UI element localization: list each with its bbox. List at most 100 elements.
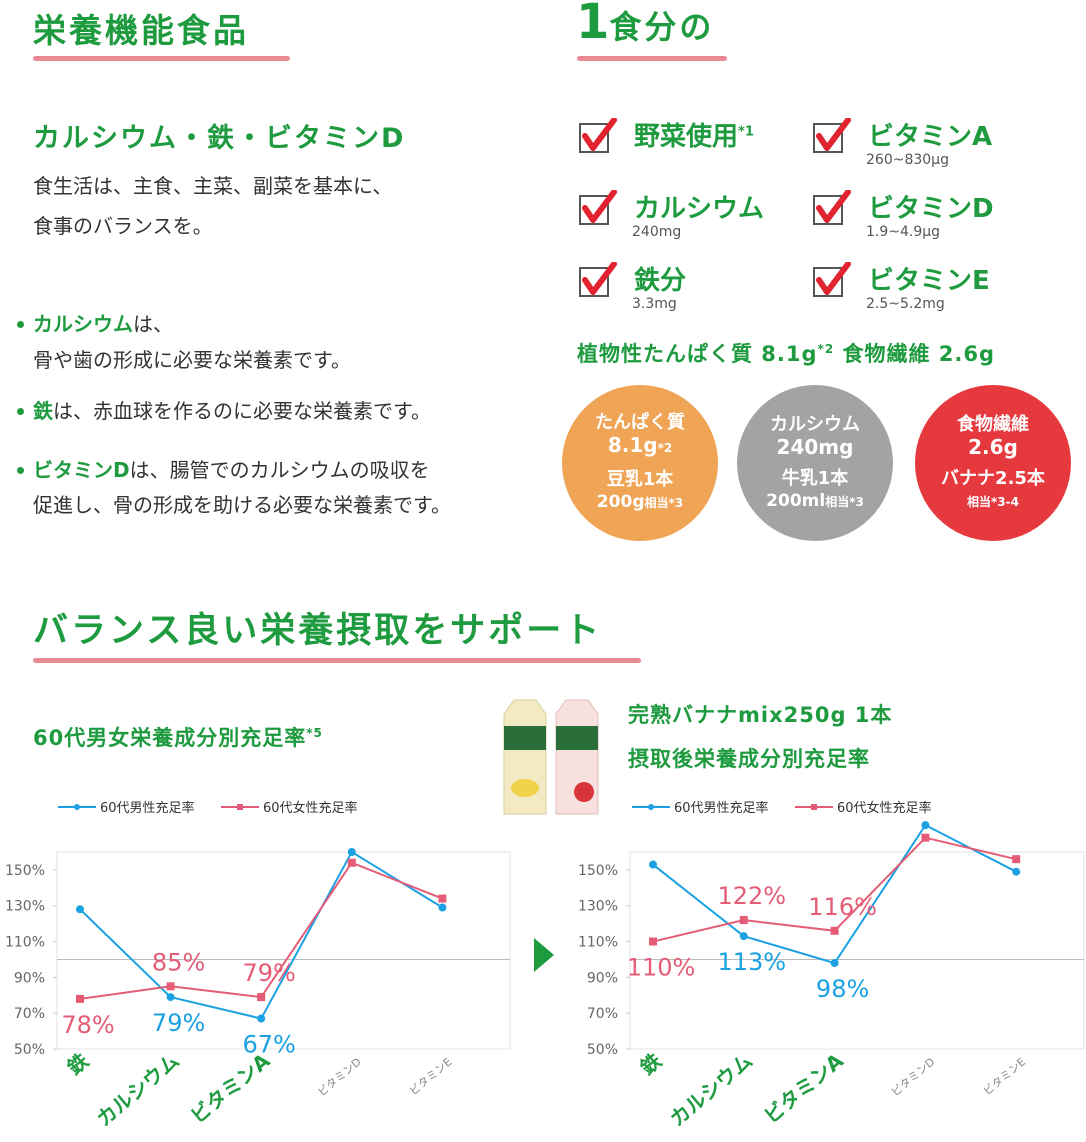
bullet-dot [17,467,24,474]
chart-title-text: 60代男女栄養成分別充足率 [33,726,306,750]
check-name: ビタミンE [868,260,990,297]
point [649,937,657,946]
check-name-text: ビタミンA [868,122,993,152]
bullet-dot [17,408,24,415]
legend-marker [237,804,243,810]
circle-amount: 2.6g [968,436,1018,458]
check-amount: 1.9~4.9μg [866,224,941,240]
check [582,261,617,295]
check-amount: 3.3mg [632,296,677,312]
check-name-text: 野菜使用 [634,122,739,152]
support-title: バランス良い栄養摂取をサポート [33,611,603,651]
circle-equiv-note: 相当*3-4 [967,494,1019,509]
checkbox [578,261,618,302]
legend-label: 60代男性充足率 [674,800,769,816]
nutrient-circle: 食物繊維 2.6g バナナ2.5本 相当*3-4 [915,385,1071,541]
legend-label: 60代男性充足率 [100,800,195,816]
bullet: ビタミンDは、腸管でのカルシウムの吸収を [33,454,430,483]
circle-amount-note: *2 [657,441,673,455]
checkbox [812,261,852,302]
legend-marker [74,804,80,810]
value-label: 85% [152,948,205,976]
checkbox [812,189,852,230]
point [830,926,839,935]
chart-title: 摂取後栄養成分別充足率 [628,747,870,771]
y-tick-label: 50% [587,1042,618,1058]
bullet-dot [17,321,24,328]
point [257,1014,266,1023]
bullet-text: は、赤血球を作るのに必要な栄養素です。 [53,399,431,423]
nutrient-circle: カルシウム 240mg 牛乳1本 200ml相当*3 [737,385,893,541]
circle-equiv-line: 相当*3-4 [967,490,1019,513]
checkbox-icon [813,189,851,225]
circle-amount-text: 240mg [776,434,854,459]
check-name-text: カルシウム [634,194,765,224]
chart-title: 60代男女栄養成分別充足率*5 [33,726,323,750]
checkbox-icon [813,261,851,297]
plot-frame [629,851,1085,1050]
nutrient-circle: たんぱく質 8.1g*2 豆乳1本 200g相当*3 [562,385,718,541]
circle-amount: 240mg [777,436,854,458]
bullet: 鉄は、赤血球を作るのに必要な栄養素です。 [33,395,431,424]
circle-equiv-line: 200ml相当*3 [766,490,864,513]
circle-equiv-note: 相当*3 [644,496,684,510]
strawberry [574,782,594,802]
circle-amount: 8.1g*2 [608,434,672,459]
y-tick-label: 90% [14,970,45,986]
value-label: 122% [717,882,786,910]
point [166,993,175,1002]
y-tick-label: 110% [578,935,618,951]
check-note: *1 [738,124,754,140]
intro-line: 食事のバランスを。 [33,214,213,238]
check-amount: 2.5~5.2mg [866,296,945,312]
plot-frame [56,851,511,1050]
bullet-text: 促進し、骨の形成を助ける必要な栄養素です。 [33,493,451,517]
circle-name: たんぱく質 [595,412,685,433]
point [76,905,84,914]
summary-protein: 植物性たんぱく質 8.1g [577,342,818,366]
chart-title-text: 完熟バナナmix250g 1本 [628,703,892,727]
y-tick-label: 150% [578,863,618,879]
circle-name: カルシウム [770,413,860,435]
check-name-text: ビタミンE [868,266,990,296]
y-tick-label: 70% [587,1006,618,1022]
title-number: 1 [576,0,610,50]
x-tick-label: カルシウム [665,1048,757,1131]
point [921,821,930,830]
check-amount: 260~830μg [866,152,949,168]
check-name: ビタミンD [868,188,994,225]
y-tick-label: 70% [14,1006,45,1022]
legend-marker [811,804,817,810]
series-line [652,836,1017,943]
legend-marker [648,804,654,810]
summary-note: *2 [817,342,835,356]
arrow-head [534,938,554,972]
right-title: 1食分の [576,0,714,50]
y-tick-label: 90% [587,970,618,986]
legend-label: 60代女性充足率 [837,800,932,816]
subtitle: カルシウム・鉄・ビタミンD [33,123,406,154]
x-tick-label: カルシウム [92,1048,184,1131]
check-name: カルシウム [634,188,764,225]
legend-label: 60代女性充足率 [263,800,358,816]
arrow [534,938,554,972]
point [438,894,447,903]
point [76,994,84,1003]
x-tick-label: 鉄 [62,1048,93,1079]
value-label: 110% [627,954,696,982]
check-name: 鉄分 [634,260,686,297]
y-tick-label: 110% [5,935,45,951]
check-name-text: 鉄分 [634,266,687,296]
bullet-text: 骨や歯の形成に必要な栄養素です。 [33,348,351,372]
point [739,932,748,941]
circle-equiv: バナナ2.5本 [941,467,1045,489]
point [166,982,175,991]
bullet-text: は、 [133,312,173,336]
circle-amount-text: 8.1g [607,433,658,457]
underline [33,56,290,61]
check-name: ビタミンA [868,116,992,153]
chart-title-text: 摂取後栄養成分別充足率 [628,747,870,771]
point [257,993,266,1002]
value-label: 98% [816,975,869,1003]
x-tick-label: ビタミンD [889,1055,938,1099]
